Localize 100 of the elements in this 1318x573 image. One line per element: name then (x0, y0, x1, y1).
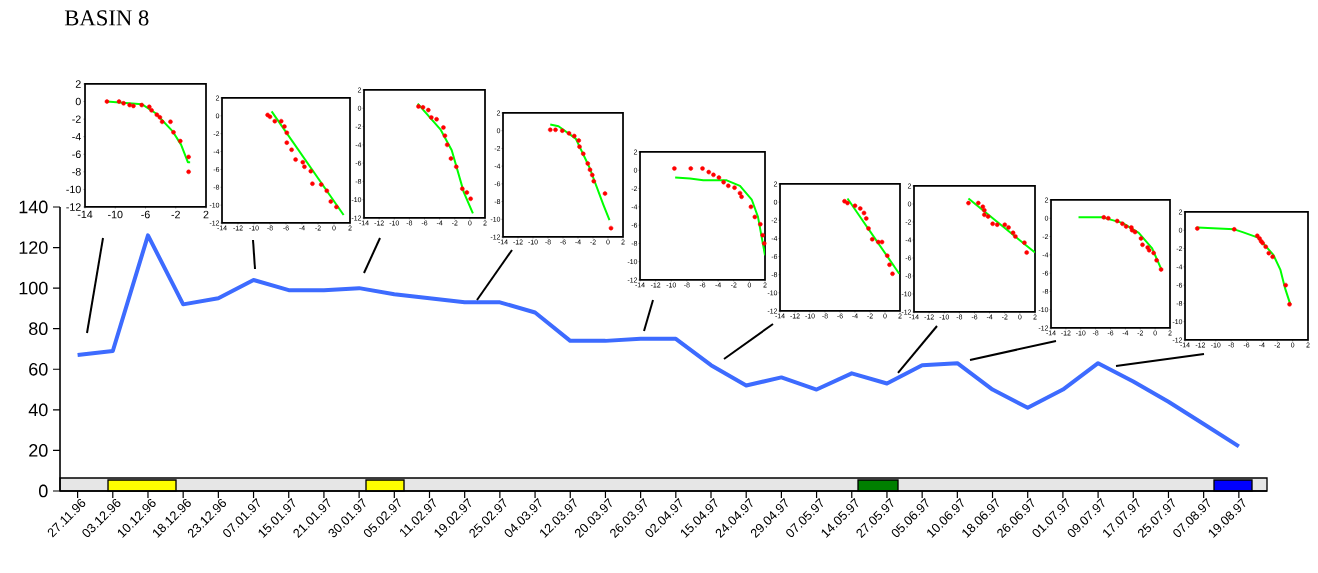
point (1022, 240, 1027, 245)
point (308, 168, 314, 174)
point (1263, 244, 1268, 249)
point (589, 172, 595, 178)
line-series (75, 233, 1241, 449)
point (879, 239, 885, 245)
x-tick-label: 2 (203, 210, 209, 219)
point (302, 164, 307, 170)
point (732, 185, 737, 190)
point (994, 222, 1000, 227)
point (758, 221, 763, 227)
y-tick-label: -6 (72, 150, 81, 159)
point (869, 237, 875, 242)
point (1270, 254, 1275, 260)
point (416, 104, 421, 109)
point (282, 124, 287, 129)
point (1231, 227, 1237, 232)
y-tick-label: -12 (66, 203, 81, 211)
point (157, 115, 163, 120)
point (861, 210, 867, 216)
point (576, 138, 582, 143)
point (1129, 225, 1134, 230)
point (580, 151, 586, 156)
point (149, 108, 154, 113)
point (1106, 216, 1111, 221)
text: BASIN 8 (64, 10, 149, 26)
point (444, 142, 450, 148)
point (1287, 302, 1292, 307)
point (154, 112, 160, 118)
point (334, 204, 339, 210)
point (980, 204, 986, 209)
point (875, 239, 881, 245)
point (884, 253, 890, 258)
point (1146, 248, 1152, 253)
point (139, 102, 144, 108)
point (1151, 250, 1156, 256)
y-tick-label: 20 (29, 444, 48, 457)
point (737, 190, 743, 196)
point (1123, 224, 1129, 229)
point (278, 118, 284, 124)
point (966, 200, 971, 206)
point (721, 179, 726, 185)
point (104, 99, 110, 104)
point (585, 161, 591, 166)
point (711, 172, 716, 178)
point (688, 166, 694, 171)
y-tick-label: 100 (19, 281, 48, 295)
point (1283, 282, 1288, 288)
point (1010, 230, 1016, 236)
point (159, 119, 165, 125)
point (1120, 221, 1125, 227)
point (700, 166, 705, 171)
y-tick-label: 140 (19, 200, 48, 214)
point (147, 104, 152, 110)
point (985, 214, 991, 219)
point (760, 232, 765, 238)
point (464, 190, 470, 195)
point (448, 156, 454, 161)
point (577, 144, 582, 149)
point (587, 167, 593, 172)
point (1002, 222, 1008, 227)
point (324, 188, 330, 194)
point (1266, 250, 1272, 256)
point (726, 183, 731, 189)
point (178, 138, 183, 144)
point (1013, 234, 1018, 239)
point (976, 200, 981, 206)
y-tick-label: 0 (75, 97, 81, 106)
point (434, 116, 439, 122)
x-tick-label: -6 (141, 210, 150, 219)
y-tick-label: 2 (75, 80, 81, 88)
y-tick-label: 120 (19, 241, 48, 254)
point (310, 181, 315, 186)
point (982, 208, 987, 213)
line-series (549, 123, 611, 222)
point (547, 127, 553, 133)
point (171, 130, 176, 135)
point (468, 196, 473, 202)
point (1158, 267, 1164, 272)
point (131, 103, 136, 109)
point (591, 178, 597, 184)
point (990, 221, 995, 227)
point (706, 169, 712, 175)
y-tick-label: -2 (72, 115, 81, 123)
point (559, 128, 565, 133)
point (121, 101, 126, 106)
line-series (416, 102, 474, 215)
point (553, 127, 558, 133)
point (442, 133, 448, 138)
point (571, 133, 577, 139)
point (752, 214, 758, 220)
line-series (674, 176, 766, 257)
point (300, 160, 306, 165)
point (186, 169, 191, 175)
point (982, 212, 987, 218)
point (602, 191, 608, 196)
point (420, 105, 426, 110)
point (1024, 250, 1029, 255)
point (863, 216, 869, 221)
point (127, 102, 132, 108)
